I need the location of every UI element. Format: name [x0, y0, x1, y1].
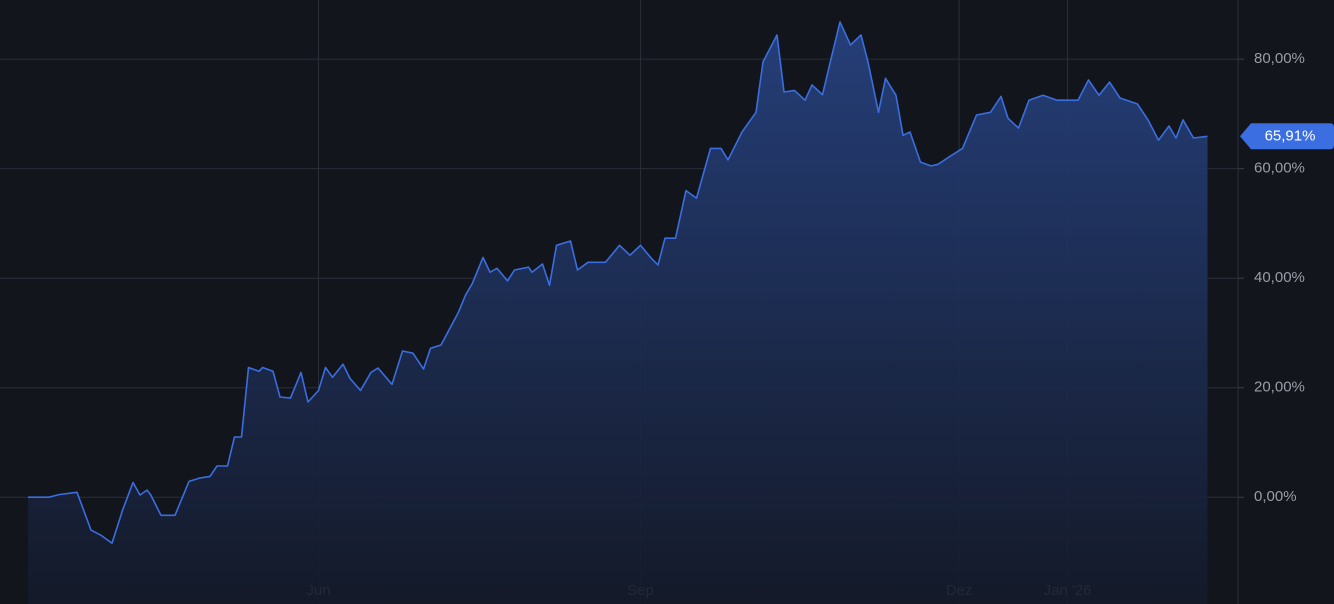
y-tick-label: 20,00%	[1254, 379, 1305, 396]
y-tick-label: 40,00%	[1254, 269, 1305, 286]
y-tick-label: 60,00%	[1254, 160, 1305, 177]
y-tick-label: 80,00%	[1254, 50, 1305, 67]
last-value-badge	[1240, 123, 1334, 150]
last-value-label: 65,91%	[1265, 127, 1316, 144]
y-tick-label: 0,00%	[1254, 488, 1297, 505]
line	[28, 21, 1208, 544]
area-fill	[28, 21, 1208, 604]
